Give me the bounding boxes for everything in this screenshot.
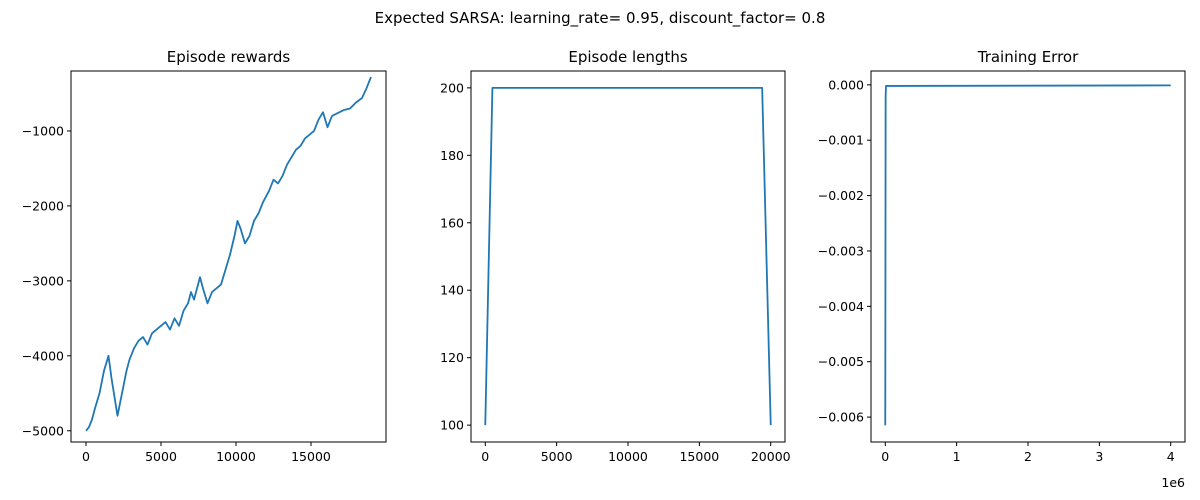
y-tick-label-episode-rewards: −5000 <box>22 423 64 438</box>
y-tick-label-episode-lengths: 140 <box>440 283 464 298</box>
y-tick-label-training-error: −0.006 <box>818 410 864 425</box>
x-tick-label-episode-lengths: 5000 <box>541 449 573 464</box>
series-line-episode-lengths <box>484 86 772 426</box>
x-tick-label-training-error: 3 <box>1095 449 1103 464</box>
axes-episode-lengths: Episode lengths 0 5000 10000 15000 20000 100 1… <box>440 48 791 464</box>
axes-title-training-error: Training Error <box>977 48 1079 66</box>
x-tick-label-training-error: 2 <box>1024 449 1032 464</box>
y-tick-label-training-error: −0.001 <box>818 133 864 148</box>
x-tick-label-episode-lengths: 20000 <box>751 449 791 464</box>
x-tick-label-episode-rewards: 5000 <box>145 449 177 464</box>
y-tick-label-training-error: −0.005 <box>818 354 864 369</box>
y-tick-label-training-error: −0.004 <box>818 299 864 314</box>
x-tick-label-training-error: 1 <box>953 449 961 464</box>
x-tick-label-episode-lengths: 15000 <box>679 449 719 464</box>
axes-episode-rewards: Episode rewards 0 5000 10000 15000 −5000 −400… <box>22 48 387 464</box>
axes-frame-episode-rewards <box>70 70 387 443</box>
axes-title-episode-lengths: Episode lengths <box>568 48 687 66</box>
y-tick-label-episode-lengths: 180 <box>440 148 464 163</box>
y-tick-label-episode-rewards: −3000 <box>22 273 64 288</box>
figure-suptitle: Expected SARSA: learning_rate= 0.95, dis… <box>375 9 826 28</box>
axes-frame-training-error <box>870 70 1186 443</box>
y-tick-label-episode-lengths: 200 <box>440 80 464 95</box>
y-tick-label-episode-lengths: 120 <box>440 350 464 365</box>
y-tick-label-training-error: 0.000 <box>828 77 864 92</box>
axes-title-episode-rewards: Episode rewards <box>167 48 291 66</box>
x-tick-label-episode-lengths: 0 <box>481 449 489 464</box>
axes-training-error: Training Error 1e6 0 1 2 3 4 0.000 −0.001 −0.00… <box>818 48 1186 490</box>
y-tick-label-episode-rewards: −2000 <box>22 198 64 213</box>
x-tick-label-episode-lengths: 10000 <box>608 449 648 464</box>
y-tick-label-episode-lengths: 100 <box>440 418 464 433</box>
x-tick-label-training-error: 4 <box>1167 449 1175 464</box>
y-tick-label-training-error: −0.002 <box>818 188 864 203</box>
series-line-episode-rewards <box>85 76 372 432</box>
x-tick-label-episode-rewards: 0 <box>82 449 90 464</box>
y-tick-label-episode-lengths: 160 <box>440 215 464 230</box>
y-tick-label-training-error: −0.003 <box>818 243 864 258</box>
x-offset-label-training-error: 1e6 <box>1161 475 1185 490</box>
x-tick-label-episode-rewards: 15000 <box>291 449 331 464</box>
y-tick-label-episode-rewards: −1000 <box>22 123 64 138</box>
x-tick-label-training-error: 0 <box>881 449 889 464</box>
x-tick-label-episode-rewards: 10000 <box>216 449 256 464</box>
series-line-training-error <box>884 84 1171 426</box>
axes-frame-episode-lengths <box>470 70 786 443</box>
y-tick-label-episode-rewards: −4000 <box>22 348 64 363</box>
